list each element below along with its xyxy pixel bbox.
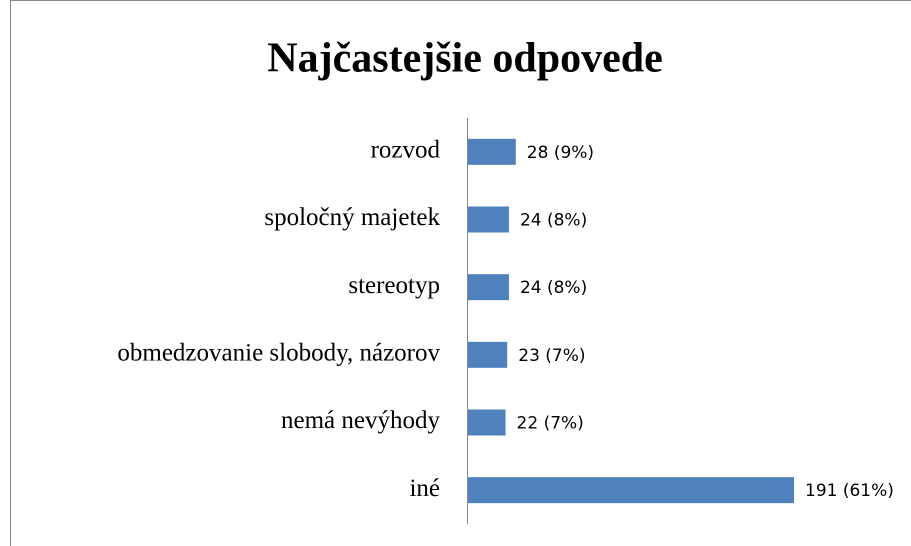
value-label: 24 (8%) xyxy=(520,211,587,231)
chart-title: Najčastejšie odpovede xyxy=(267,36,662,82)
chart-frame xyxy=(10,0,911,546)
category-label: nemá nevýhody xyxy=(281,407,440,434)
category-label: spoločný majetek xyxy=(264,204,440,231)
bar xyxy=(468,409,506,436)
category-label: obmedzovanie slobody, názorov xyxy=(117,340,440,367)
value-label: 191 (61%) xyxy=(805,481,894,501)
category-label: stereotyp xyxy=(348,272,440,299)
bar xyxy=(468,138,516,165)
value-label: 23 (7%) xyxy=(518,346,585,366)
value-label: 28 (9%) xyxy=(527,143,594,163)
bar xyxy=(468,341,508,368)
bar xyxy=(468,477,794,504)
category-label: iné xyxy=(409,475,440,502)
category-label: rozvod xyxy=(371,137,441,164)
value-label: 22 (7%) xyxy=(517,414,584,434)
value-label: 24 (8%) xyxy=(520,278,587,298)
bar xyxy=(468,206,509,233)
bar xyxy=(468,274,509,301)
